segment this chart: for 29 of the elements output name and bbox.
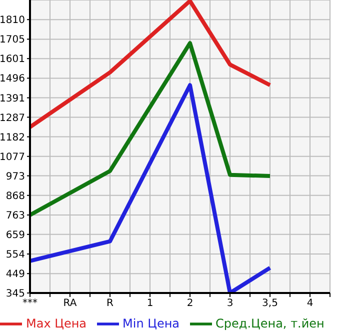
x-tick-label: 3 xyxy=(226,298,234,310)
y-tick-label: 1391 xyxy=(0,93,25,104)
y-tick-label: 1182 xyxy=(0,132,25,144)
y-tick-label: 763 xyxy=(6,210,25,222)
y-tick-label: 1705 xyxy=(0,34,25,46)
y-tick-label: 1496 xyxy=(0,74,25,85)
legend-label: Min Цена xyxy=(122,316,180,330)
y-tick-label: 1287 xyxy=(0,112,25,124)
line-series xyxy=(30,41,272,217)
x-tick-label: 2 xyxy=(186,298,194,310)
legend-label: Сред.Цена, т.йен xyxy=(216,316,324,330)
y-tick-label: 659 xyxy=(6,230,25,241)
x-tick-label: 3,5 xyxy=(262,298,278,310)
x-tick-label: RA xyxy=(63,298,77,310)
legend-label: Max Цена xyxy=(26,316,87,330)
x-tick-label: R xyxy=(106,298,114,310)
y-tick-label: 1601 xyxy=(0,54,25,66)
y-tick-label: 973 xyxy=(6,171,25,182)
y-tick-label: 345 xyxy=(6,288,25,300)
line-series xyxy=(30,83,272,293)
x-tick-label: 1 xyxy=(146,298,154,310)
y-tick-label: 868 xyxy=(6,190,25,202)
y-tick-label: 1810 xyxy=(0,15,25,26)
x-tick-label: 4 xyxy=(306,298,314,310)
y-tick-label: 449 xyxy=(6,269,25,280)
x-tick-label: *** xyxy=(22,298,38,310)
y-tick-label: 554 xyxy=(6,250,25,261)
y-tick-label: 1077 xyxy=(0,152,25,163)
line-series xyxy=(30,0,272,130)
